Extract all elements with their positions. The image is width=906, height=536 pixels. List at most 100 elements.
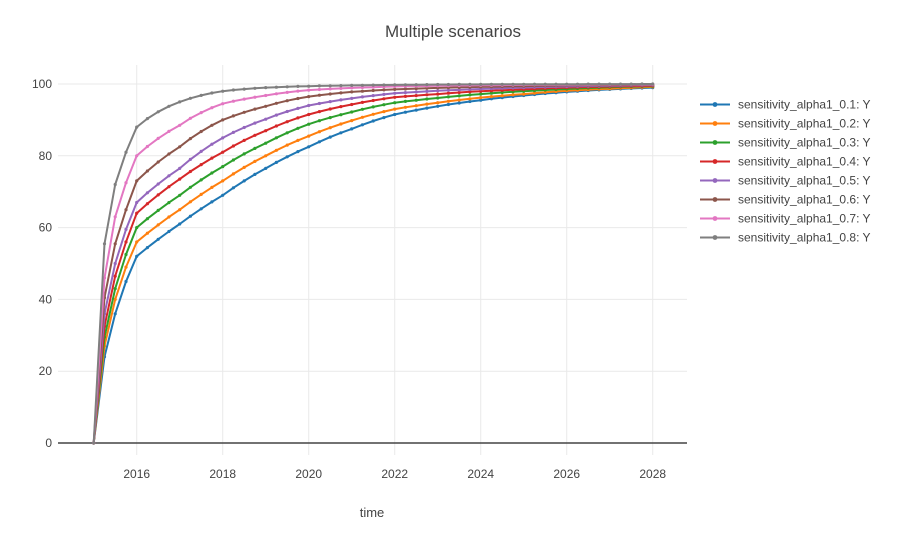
data-point-marker [403,91,407,95]
legend-marker-dot [712,102,718,107]
data-point-marker [124,265,128,269]
data-point-marker [253,146,257,150]
data-point-marker [221,193,225,197]
data-point-marker [339,105,343,109]
legend-item-2[interactable]: sensitivity_alpha1_0.3: Y [700,136,871,150]
data-point-marker [253,159,257,163]
data-point-marker [425,89,429,93]
data-point-marker [457,101,461,105]
data-point-marker [425,102,429,106]
plot-area[interactable] [58,65,687,455]
data-point-marker [145,169,149,173]
data-point-marker [436,96,440,100]
data-point-marker [135,226,139,230]
data-point-marker [296,89,300,93]
y-tick-label: 40 [39,292,53,306]
data-point-marker [167,152,171,156]
data-point-marker [457,88,461,92]
data-point-marker [640,82,644,86]
data-point-marker [436,82,440,87]
data-point-marker [489,82,493,86]
data-point-marker [113,182,117,187]
data-point-marker [457,82,461,86]
data-point-marker [317,87,321,92]
data-point-marker [468,93,472,97]
data-point-marker [543,82,547,86]
data-point-marker [178,166,182,170]
data-point-marker [221,118,225,122]
legend-item-1[interactable]: sensitivity_alpha1_0.2: Y [700,117,871,131]
data-point-marker [446,88,450,92]
data-point-marker [317,110,321,114]
data-point-marker [328,116,332,120]
data-point-marker [274,160,278,164]
data-point-marker [328,87,332,91]
data-point-marker [543,90,547,94]
data-point-marker [403,94,407,98]
data-point-marker [145,231,149,235]
data-point-marker [242,152,246,156]
data-point-marker [135,154,139,158]
data-point-marker [178,193,182,197]
data-point-marker [307,122,311,126]
data-point-marker [221,89,225,93]
data-point-marker [457,94,461,98]
data-point-marker [188,137,192,141]
legend-item-4[interactable]: sensitivity_alpha1_0.5: Y [700,174,871,188]
data-point-marker [425,97,429,101]
data-point-marker [210,200,214,204]
legend-item-label: sensitivity_alpha1_0.1: Y [738,98,871,112]
data-point-marker [446,99,450,103]
data-point-marker [210,185,214,189]
data-point-marker [135,125,139,129]
data-point-marker [371,83,375,87]
data-point-marker [350,83,354,87]
data-point-marker [199,129,203,134]
data-point-marker [231,99,235,103]
data-point-marker [253,95,257,99]
data-point-marker [382,92,386,96]
data-point-marker [178,145,182,149]
data-point-marker [231,144,235,148]
x-tick-label: 2022 [381,467,408,481]
legend-item-6[interactable]: sensitivity_alpha1_0.7: Y [700,212,871,226]
legend-marker-dot [712,140,718,145]
data-point-marker [382,88,386,92]
data-point-marker [210,106,214,110]
data-point-marker [231,158,235,162]
data-point-marker [328,107,332,111]
legend-item-5[interactable]: sensitivity_alpha1_0.6: Y [700,193,871,207]
data-point-marker [436,101,440,105]
data-point-marker [328,84,332,88]
data-point-marker [307,134,311,138]
data-point-marker [425,106,429,110]
data-point-marker [360,89,364,93]
data-point-marker [178,123,182,127]
data-point-marker [479,89,483,93]
data-point-marker [532,91,537,95]
data-point-marker [135,200,139,205]
legend-item-3[interactable]: sensitivity_alpha1_0.4: Y [700,155,871,169]
data-point-marker [522,92,526,96]
legend-item-0[interactable]: sensitivity_alpha1_0.1: Y [700,98,871,112]
data-point-marker [135,211,139,215]
data-point-marker [113,297,117,301]
data-point-marker [457,98,461,102]
data-point-marker [500,94,504,98]
data-point-marker [188,169,192,174]
data-point-marker [307,145,311,149]
data-point-marker [468,99,472,104]
data-point-marker [264,154,268,158]
series-lines [92,82,655,445]
data-point-marker [113,274,117,278]
data-point-marker [264,117,268,121]
data-point-marker [446,91,450,95]
data-point-marker [156,237,160,241]
data-point-marker [188,200,192,204]
legend-item-7[interactable]: sensitivity_alpha1_0.8: Y [700,231,871,245]
data-point-marker [436,89,440,93]
data-point-marker [565,82,569,86]
x-tick-label: 2018 [209,467,236,481]
data-point-marker [274,148,278,152]
data-point-marker [403,105,407,109]
